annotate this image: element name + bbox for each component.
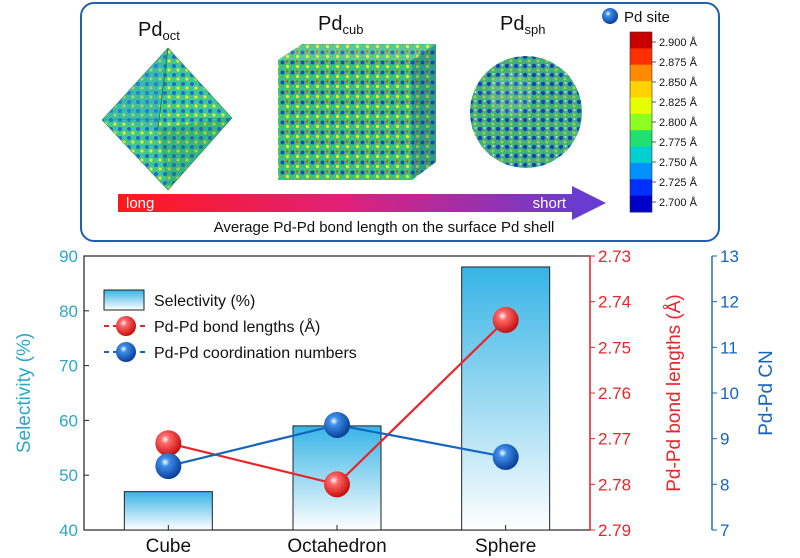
legend-swatch-bar <box>103 289 145 311</box>
colorbar-segment <box>630 48 652 66</box>
left-axis-label: Selectivity (%) <box>14 333 35 453</box>
x-axis-tick-label: Octahedron <box>287 536 386 557</box>
colorbar-segment <box>630 97 652 115</box>
colorbar-tick-label: 2.725 Å <box>659 176 698 189</box>
right2-axis-tick-label: 10 <box>720 384 739 403</box>
right1-axis-tick-label: 2.79 <box>598 521 631 540</box>
right1-axis-label: Pd-Pd bond lengths (Å) <box>664 294 685 492</box>
chart-area: 40 50 60 70 80 90 Selectivity (%) 2.73 2.74 2.75 2… <box>14 247 777 557</box>
lines-layer <box>155 306 519 498</box>
right1-axis-tick-label: 2.77 <box>598 430 631 449</box>
left-axis-tick-label: 80 <box>59 302 78 321</box>
colorbar-segment <box>630 32 652 49</box>
shape-label-oct: Pdoct <box>138 19 180 43</box>
bar-cube <box>123 491 213 531</box>
right1-axis-tick-label: 2.73 <box>598 247 631 266</box>
right1-axis-tick-label: 2.76 <box>598 384 631 403</box>
colorbar-segment <box>630 64 652 82</box>
axes-layer: 40 50 60 70 80 90 Selectivity (%) 2.73 2.74 2.75 2… <box>14 247 777 557</box>
legend-swatch-marker <box>116 342 136 362</box>
left-axis-tick-label: 90 <box>59 247 78 266</box>
colorbar-segment <box>630 162 652 180</box>
colorbar-tick-label: 2.850 Å <box>659 76 698 89</box>
top-panel-caption: Average Pd-Pd bond length on the surface… <box>214 219 555 236</box>
octahedron-particle <box>101 47 233 191</box>
series-point-right1 <box>155 430 182 457</box>
sphere-particle <box>470 56 582 168</box>
right2-axis-tick-label: 11 <box>720 338 738 357</box>
bond-length-arrow: long short <box>118 186 606 220</box>
colorbar-segment <box>630 113 652 131</box>
colorbar-tick-label: 2.900 Å <box>659 36 698 49</box>
right2-axis-tick-label: 9 <box>720 430 729 449</box>
right2-axis-tick-label: 13 <box>720 247 739 266</box>
pd-site-label: Pd site <box>624 9 670 26</box>
colorbar-tick-label: 2.700 Å <box>659 196 698 209</box>
x-axis-tick-label: Cube <box>146 536 191 557</box>
right1-axis-tick-label: 2.78 <box>598 475 631 494</box>
colorbar-tick-label: 2.775 Å <box>659 136 698 149</box>
cube-particle <box>278 44 436 180</box>
right1-axis-tick-label: 2.75 <box>598 338 631 357</box>
series-point-right2 <box>324 411 350 438</box>
left-axis-tick-label: 40 <box>59 521 78 540</box>
right2-axis-tick-label: 8 <box>720 475 729 494</box>
colorbar-tick-label: 2.750 Å <box>659 156 698 169</box>
series-point-right1 <box>324 471 350 498</box>
right2-axis-label: Pd-Pd CN <box>756 350 777 436</box>
colorbar-tick-label: 2.875 Å <box>659 56 698 69</box>
legend-swatch-marker <box>116 316 136 336</box>
bar-sphere <box>461 266 551 531</box>
chart-legend: Selectivity (%) Pd-Pd bond lengths (Å) Pd-… <box>103 289 357 362</box>
left-axis-tick-label: 70 <box>59 357 78 376</box>
legend-label: Selectivity (%) <box>154 293 255 310</box>
arrow-label-long: long <box>126 195 154 212</box>
colorbar-segment <box>630 81 652 98</box>
colorbar-segment <box>630 146 652 164</box>
top-panel-graphics: Pdoct Pdcub Pdsph <box>101 8 698 236</box>
right2-axis-tick-label: 12 <box>720 293 739 312</box>
colorbar-tick-label: 2.825 Å <box>659 96 698 109</box>
legend-label: Pd-Pd bond lengths (Å) <box>154 317 320 336</box>
series-point-right2 <box>155 453 182 480</box>
legend-label: Pd-Pd coordination numbers <box>154 345 357 362</box>
x-axis-tick-label: Sphere <box>475 536 536 557</box>
left-axis-tick-label: 60 <box>59 411 78 430</box>
series-point-right2 <box>492 443 519 470</box>
right2-axis-tick-label: 7 <box>720 521 729 540</box>
colorbar-segment <box>630 195 652 213</box>
series-point-right1 <box>492 306 519 333</box>
shape-label-sph: Pdsph <box>500 13 545 37</box>
colorbar-tick-label: 2.800 Å <box>659 116 698 129</box>
arrow-label-short: short <box>533 195 567 212</box>
colorbar-segment <box>630 130 652 148</box>
pd-site-icon <box>602 8 618 24</box>
left-axis-tick-label: 50 <box>59 466 78 485</box>
shape-label-cub: Pdcub <box>318 13 363 37</box>
colorbar-segment <box>630 179 652 197</box>
right1-axis-tick-label: 2.74 <box>598 293 631 312</box>
colorbar: 2.900 Å 2.875 Å 2.850 Å 2.825 Å 2.800 Å 2.775… <box>629 31 698 213</box>
